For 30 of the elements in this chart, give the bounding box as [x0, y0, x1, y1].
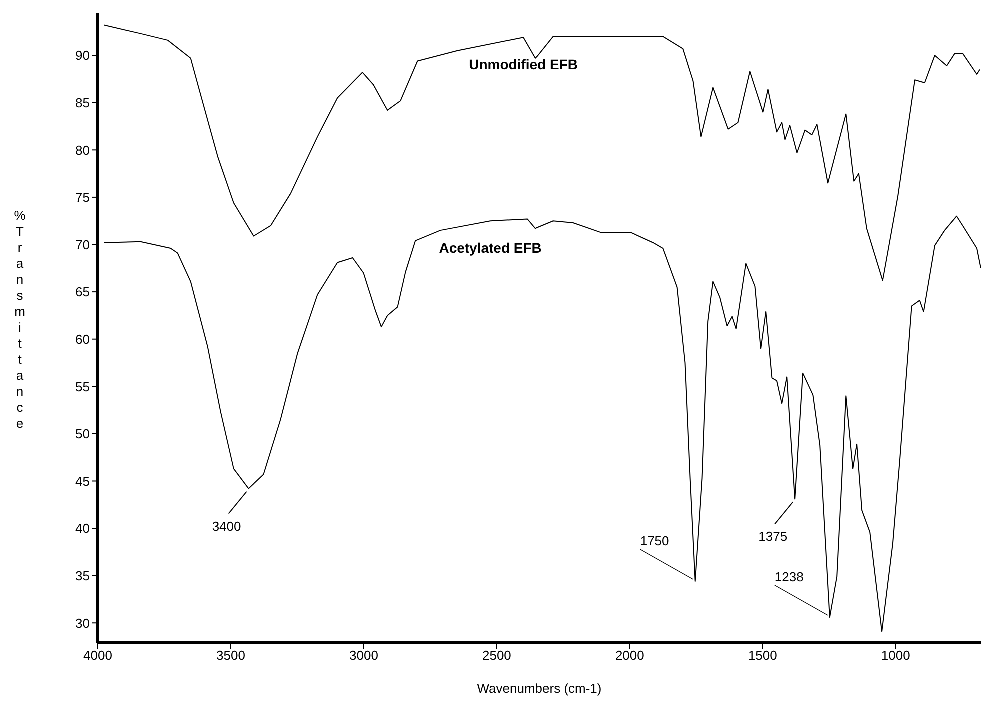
y-tick-label: 65 [76, 284, 90, 300]
x-tick-label: 4000 [84, 648, 112, 664]
series-label: Unmodified EFB [469, 56, 578, 73]
series-label: Acetylated EFB [439, 240, 542, 256]
text: %Transmittance [14, 208, 26, 431]
x-tick-label: 2000 [615, 648, 644, 664]
annotation: 1750 [640, 534, 670, 549]
line-series [104, 216, 981, 632]
y-tick-label: 60 [76, 332, 90, 347]
line-series [104, 24, 980, 282]
x-tick-label: 1000 [881, 648, 910, 664]
y-tick-label: 30 [76, 616, 90, 631]
y-tick-label: 85 [76, 95, 90, 110]
x-tick-label: 1500 [748, 648, 778, 664]
x-tick-label: 3000 [350, 648, 378, 664]
y-tick-label: 50 [76, 426, 90, 442]
x-axis-title: Wavenumbers (cm-1) [477, 681, 602, 696]
y-tick-label: 90 [76, 48, 90, 64]
y-tick-label: 80 [76, 142, 90, 158]
y-tick-label: 45 [76, 474, 90, 489]
x-tick-label: 2500 [482, 648, 512, 664]
y-tick-label: 40 [76, 521, 90, 536]
annotation: 1375 [758, 529, 788, 544]
annotation: 3400 [212, 518, 242, 534]
x-tick-label: 3500 [216, 648, 246, 664]
annotation: 1238 [774, 569, 804, 584]
y-tick-label: 75 [76, 190, 90, 206]
y-tick-label: 70 [76, 237, 90, 252]
y-tick-label: 35 [76, 568, 90, 584]
y-tick-label: 55 [76, 379, 90, 394]
